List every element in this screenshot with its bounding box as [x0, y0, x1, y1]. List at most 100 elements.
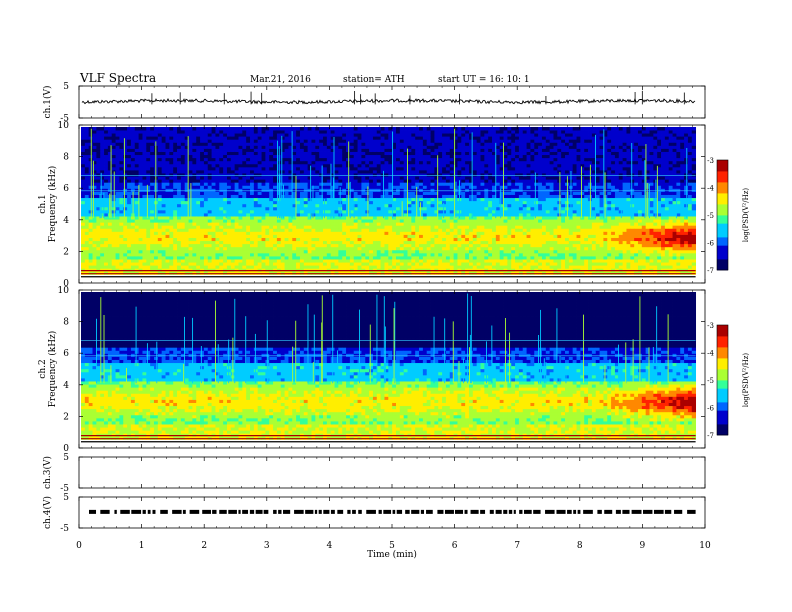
spectrogram-cell [361, 262, 366, 266]
spectrogram-cell [157, 262, 163, 266]
spectrogram-cell [407, 237, 412, 242]
spectrogram-cell [111, 225, 116, 229]
spectrogram-cell [184, 203, 189, 208]
spectrogram-cell [180, 234, 186, 238]
spectrogram-cell [119, 188, 124, 192]
spectrogram-cell [104, 203, 109, 208]
spectrogram-cell [342, 225, 347, 229]
spectrogram-cell [138, 130, 143, 134]
spectrogram-cell [403, 240, 408, 245]
spectrogram-cell [315, 139, 320, 143]
spectrogram-cell [88, 194, 93, 199]
spectrogram-cell [134, 262, 140, 266]
spectrogram-cell [173, 170, 178, 174]
spectrogram-cell [226, 249, 232, 254]
spectrogram-cell [311, 154, 316, 159]
spectrogram-cell [445, 219, 451, 223]
spectrogram-cell [380, 179, 385, 183]
spectrogram-cell [430, 142, 435, 146]
spectrogram-cell [200, 240, 205, 245]
spectrogram-cell [219, 216, 224, 220]
spectrogram-cell [211, 209, 216, 214]
spectrogram-cell [388, 151, 393, 156]
spectrogram-cell [384, 194, 389, 199]
spectrogram-cell [407, 206, 412, 211]
spectrogram-cell [88, 237, 93, 242]
spectrogram-cell [342, 157, 347, 162]
spectrogram-cell [230, 127, 236, 131]
spectrogram-cell [411, 206, 416, 211]
spectrogram-cell [284, 127, 289, 131]
spectrogram-cell [384, 136, 389, 140]
spectrogram-cell [257, 216, 262, 220]
spectrogram-cell [311, 256, 316, 260]
spectrogram-cell [184, 206, 189, 211]
spectrogram-cell [261, 163, 266, 168]
spectrogram-cell [434, 182, 439, 186]
spectrogram-cell [353, 188, 358, 192]
spectrogram-cell [107, 148, 113, 152]
spectrogram-cell [184, 151, 189, 156]
spectrogram-cell [395, 256, 401, 260]
spectrogram-cell [280, 268, 285, 272]
spectrogram-cell [157, 154, 163, 159]
spectrogram-cell [146, 188, 151, 192]
spectrogram-cell [211, 213, 216, 217]
spectrogram-cell [303, 240, 309, 245]
spectrogram-cell [434, 203, 439, 208]
spectrogram-cell [265, 259, 270, 263]
spectrogram-cell [215, 142, 220, 146]
spectrogram-cell [330, 237, 335, 242]
spectrogram-cell [92, 139, 97, 143]
spectrogram-cell [434, 256, 439, 260]
spectrogram-cell [223, 163, 228, 168]
spectrogram-cell [219, 191, 224, 195]
spectrogram-cell [465, 243, 470, 248]
spectrogram-cell [330, 206, 335, 211]
spectrogram-cell [161, 262, 166, 266]
spectrogram-cell [123, 234, 128, 238]
spectrogram-cell [365, 130, 370, 134]
spectrogram-cell [192, 219, 197, 223]
spectrogram-cell [296, 219, 301, 223]
spectrogram-cell [376, 243, 382, 248]
spectrogram-cell [388, 139, 393, 143]
spectrogram-cell [253, 179, 259, 183]
spectrogram-cell [111, 249, 116, 254]
spectrogram-cell [165, 222, 170, 226]
spectrogram-cell [192, 262, 197, 266]
spectrogram-cell [150, 231, 155, 235]
spectrogram-cell [357, 225, 362, 229]
spectrogram-cell [415, 216, 420, 220]
spectrogram-cell [357, 213, 362, 217]
spectrogram-cell [422, 216, 428, 220]
spectrogram-cell [261, 259, 266, 263]
spectrogram-cell [88, 163, 93, 168]
spectrogram-cell [226, 197, 232, 202]
spectrogram-cell [468, 228, 474, 232]
spectrogram-cell [380, 249, 385, 254]
spectrogram-cell [223, 259, 228, 263]
spectrogram-cell [111, 130, 116, 134]
spectrogram-cell [349, 228, 355, 232]
spectrogram-cell [207, 243, 212, 248]
spectrogram-cell [449, 185, 455, 189]
spectrogram-cell [150, 216, 155, 220]
spectrogram-cell [365, 206, 370, 211]
spectrogram-cell [234, 237, 239, 242]
spectrogram-cell [338, 240, 343, 245]
spectrogram-cell [115, 173, 120, 177]
spectrogram-cell [284, 145, 289, 149]
spectrogram-cell [142, 176, 147, 180]
spectrogram-cell [123, 219, 128, 223]
spectrogram-cell [319, 203, 324, 208]
spectrogram-cell [299, 222, 305, 226]
spectrogram-cell [461, 157, 466, 162]
spectrogram-cell [230, 154, 236, 159]
spectrogram-cell [161, 231, 166, 235]
spectrogram-cell [269, 256, 274, 260]
spectrogram-cell [311, 157, 316, 162]
spectrogram-cell [257, 197, 262, 202]
spectrogram-cell [303, 182, 309, 186]
spectrogram-cell [303, 225, 309, 229]
